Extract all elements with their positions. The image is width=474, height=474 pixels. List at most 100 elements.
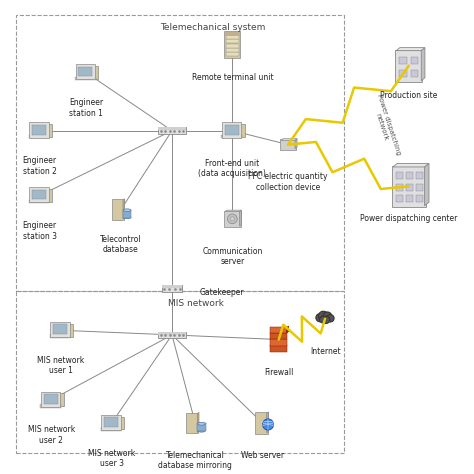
FancyBboxPatch shape [392, 166, 426, 207]
FancyBboxPatch shape [50, 404, 52, 406]
FancyBboxPatch shape [29, 122, 49, 137]
FancyBboxPatch shape [224, 210, 241, 227]
FancyBboxPatch shape [115, 417, 124, 429]
FancyBboxPatch shape [416, 195, 423, 202]
Ellipse shape [123, 216, 131, 219]
Text: Telemechanical
database mirroring: Telemechanical database mirroring [158, 451, 232, 470]
FancyBboxPatch shape [255, 412, 268, 434]
Circle shape [319, 316, 326, 323]
FancyBboxPatch shape [270, 333, 287, 339]
Circle shape [327, 315, 334, 322]
FancyBboxPatch shape [85, 77, 87, 79]
Text: Internet: Internet [310, 347, 340, 356]
FancyBboxPatch shape [395, 172, 403, 179]
FancyBboxPatch shape [101, 415, 120, 430]
FancyBboxPatch shape [400, 70, 407, 77]
FancyBboxPatch shape [406, 183, 413, 191]
Text: Remote terminal unit: Remote terminal unit [191, 73, 273, 82]
FancyBboxPatch shape [157, 128, 186, 130]
FancyBboxPatch shape [55, 393, 64, 406]
FancyBboxPatch shape [226, 39, 238, 44]
FancyBboxPatch shape [416, 172, 423, 179]
FancyBboxPatch shape [53, 324, 67, 334]
FancyBboxPatch shape [416, 183, 423, 191]
FancyBboxPatch shape [400, 57, 407, 64]
Text: Power dispatching center: Power dispatching center [360, 214, 457, 223]
Circle shape [228, 214, 237, 224]
FancyBboxPatch shape [90, 66, 99, 79]
FancyBboxPatch shape [226, 48, 238, 52]
Text: Gatekeeper: Gatekeeper [200, 289, 245, 298]
FancyBboxPatch shape [395, 195, 403, 202]
FancyBboxPatch shape [395, 50, 422, 82]
Polygon shape [425, 164, 429, 206]
FancyBboxPatch shape [41, 392, 60, 407]
Polygon shape [281, 139, 297, 140]
FancyBboxPatch shape [50, 322, 70, 337]
FancyBboxPatch shape [225, 125, 238, 135]
FancyBboxPatch shape [110, 427, 112, 429]
FancyBboxPatch shape [75, 77, 96, 80]
FancyBboxPatch shape [44, 189, 52, 202]
FancyBboxPatch shape [123, 210, 131, 218]
FancyBboxPatch shape [104, 417, 118, 427]
FancyBboxPatch shape [40, 404, 61, 408]
FancyBboxPatch shape [231, 135, 233, 137]
FancyBboxPatch shape [59, 334, 62, 337]
FancyBboxPatch shape [270, 327, 287, 333]
FancyBboxPatch shape [162, 285, 182, 288]
FancyBboxPatch shape [44, 394, 58, 404]
Polygon shape [396, 47, 425, 51]
FancyBboxPatch shape [395, 183, 403, 191]
Polygon shape [393, 164, 429, 167]
Text: Engineer
station 1: Engineer station 1 [69, 98, 103, 118]
FancyBboxPatch shape [162, 285, 182, 292]
FancyBboxPatch shape [270, 339, 287, 346]
Text: Firewall: Firewall [264, 368, 293, 377]
FancyBboxPatch shape [101, 427, 121, 431]
FancyBboxPatch shape [157, 332, 186, 338]
FancyBboxPatch shape [406, 172, 413, 179]
Text: MIS network
user 2: MIS network user 2 [27, 425, 75, 445]
FancyBboxPatch shape [78, 66, 92, 76]
Polygon shape [287, 326, 289, 333]
Circle shape [319, 311, 328, 321]
Circle shape [323, 312, 332, 321]
Circle shape [316, 314, 324, 322]
FancyBboxPatch shape [225, 31, 240, 58]
Text: Power dispatching
network: Power dispatching network [369, 94, 401, 158]
FancyBboxPatch shape [29, 187, 49, 202]
Ellipse shape [123, 209, 131, 212]
Text: MIS network
user 3: MIS network user 3 [88, 448, 135, 468]
FancyBboxPatch shape [76, 64, 95, 80]
FancyBboxPatch shape [112, 199, 124, 220]
Text: FFC electric quantity
collection device: FFC electric quantity collection device [248, 173, 328, 192]
Text: Engineer
station 2: Engineer station 2 [23, 156, 57, 175]
Text: MIS network
user 1: MIS network user 1 [37, 356, 84, 375]
FancyBboxPatch shape [157, 128, 186, 134]
FancyBboxPatch shape [64, 324, 73, 337]
Polygon shape [295, 139, 297, 149]
FancyBboxPatch shape [225, 32, 240, 36]
FancyBboxPatch shape [406, 195, 413, 202]
FancyBboxPatch shape [186, 413, 198, 433]
Polygon shape [197, 412, 199, 432]
FancyBboxPatch shape [222, 122, 241, 137]
FancyBboxPatch shape [411, 70, 418, 77]
Ellipse shape [198, 429, 205, 432]
FancyBboxPatch shape [226, 36, 238, 39]
Circle shape [322, 316, 330, 323]
Text: Telecontrol
database: Telecontrol database [100, 235, 142, 255]
FancyBboxPatch shape [38, 200, 41, 202]
Circle shape [263, 419, 273, 430]
FancyBboxPatch shape [32, 125, 46, 135]
FancyBboxPatch shape [32, 190, 46, 200]
FancyBboxPatch shape [270, 345, 287, 352]
FancyBboxPatch shape [38, 135, 41, 137]
FancyBboxPatch shape [197, 423, 206, 431]
FancyBboxPatch shape [157, 332, 186, 335]
Polygon shape [421, 47, 425, 81]
FancyBboxPatch shape [411, 57, 418, 64]
FancyBboxPatch shape [226, 52, 238, 56]
Polygon shape [267, 412, 268, 433]
